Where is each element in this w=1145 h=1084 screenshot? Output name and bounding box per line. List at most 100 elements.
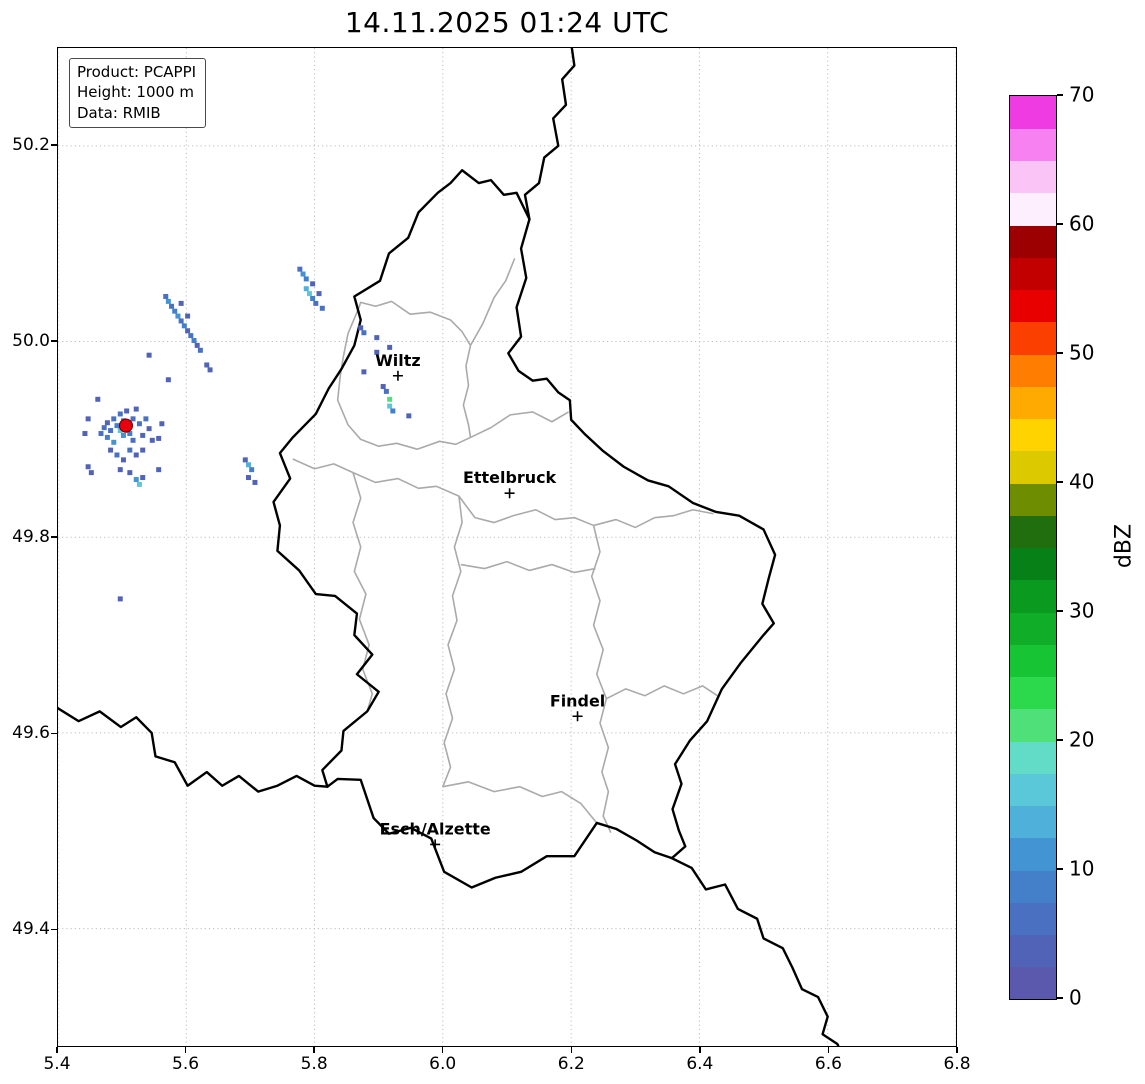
radar-echo-pixel [140,432,146,438]
y-tick-mark [51,144,57,146]
city-esch-alzette: Esch/Alzette [380,819,491,850]
x-tick-label: 6.0 [429,1054,457,1074]
colorbar-tick-mark [1057,481,1063,483]
colorbar [1009,95,1057,1000]
radar-echo-pixel [319,305,325,311]
radar-echo-pixel [303,276,309,282]
radar-echo-pixel [178,300,184,306]
colorbar-segment [1010,450,1056,484]
map-canvas: Wiltz Ettelbruck Findel Esch/Alzette [58,48,956,1046]
radar-echo-pixel [124,408,130,414]
region-border [469,258,516,346]
radar-echo-pixel [120,457,126,463]
radar-echo-pixel [98,431,104,437]
radar-echo-pixel [300,271,306,277]
x-tick-label: 6.8 [943,1054,971,1074]
y-tick-mark [51,536,57,538]
colorbar-tick-label: 60 [1069,211,1095,236]
radar-echo-pixel [88,470,94,476]
radar-echo-pixel [387,396,393,402]
region-border [590,525,612,834]
radar-echo-pixel [117,467,123,473]
radar-echo-pixel [156,467,162,473]
colorbar-segment [1010,805,1056,839]
radar-echo-pixel [316,291,322,297]
radar-echo-pixel [390,408,396,414]
radar-echo-pixel [108,428,114,434]
city-plus-marker [430,839,441,850]
country-border [670,856,840,1046]
x-tick-mark [827,1047,830,1053]
radar-echo-pixel [82,431,88,437]
colorbar-segment [1010,612,1056,645]
radar-echo-pixel [207,367,213,373]
colorbar-label: dBZ [1111,523,1137,569]
radar-echo-pixel [163,294,169,299]
radar-echo-pixel [245,462,251,468]
radar-echo-pixel [387,344,393,350]
colorbar-segment [1010,128,1056,162]
colorbar-tick-label: 0 [1069,985,1082,1010]
radar-echo-pixel [361,369,367,375]
radar-echo-pixel [159,421,165,427]
radar-echo-pixel [165,298,171,304]
colorbar-segment [1010,676,1056,710]
radar-echo-pixel [374,335,380,341]
colorbar-tick-label: 20 [1069,727,1095,752]
info-line-data: Data: RMIB [77,103,161,122]
colorbar-segment [1010,547,1056,581]
radar-echo-pixel [156,435,162,441]
city-label: Findel [550,691,605,710]
colorbar-segment [1010,192,1056,226]
y-tick-label: 49.4 [12,919,50,940]
radar-echo-pixel [172,308,178,314]
radar-echo-pixel [252,479,258,485]
x-tick-mark [56,1047,58,1053]
colorbar-segment [1010,902,1056,936]
region-border [336,356,471,450]
radar-echo-pixel [169,303,175,309]
colorbar-segment [1010,354,1056,387]
x-tick-mark [570,1047,573,1053]
country-border [272,169,777,889]
colorbar-segment [1010,386,1056,420]
colorbar-tick-mark [1057,868,1063,870]
x-tick-label: 6.2 [557,1054,585,1074]
colorbar-segment [1010,225,1056,258]
radar-echo-pixel [114,423,120,429]
radar-echo-pixel [117,411,123,417]
city-plus-marker [572,711,583,722]
info-line-height: Height: 1000 m [77,83,194,102]
y-tick-label: 49.6 [12,723,50,744]
x-tick-label: 6.6 [814,1054,842,1074]
radar-echo-pixel [297,266,303,272]
region-border [470,411,569,439]
colorbar-tick-mark [1057,997,1063,999]
region-border [460,560,596,574]
region-border [606,685,718,700]
radar-echo-pixel [146,352,152,358]
x-tick-mark [313,1047,315,1053]
radar-echo-pixel [185,328,191,334]
radar-echo-pixel [303,286,309,292]
colorbar-segment [1010,483,1056,516]
region-border [292,458,714,529]
colorbar-segment [1010,418,1056,452]
radar-echo-pixel [306,291,312,297]
radar-echo-pixel [310,296,316,301]
city-wiltz: Wiltz [375,351,421,381]
radar-echo-pixel [313,300,319,306]
radar-echo-pixel [95,396,101,402]
colorbar-tick-mark [1057,94,1063,96]
x-tick-mark [441,1047,444,1053]
colorbar-segment [1010,96,1056,129]
radar-echo-pixel [185,313,191,319]
region-border [357,300,472,346]
colorbar-segment [1010,837,1056,871]
colorbar-tick-label: 40 [1069,469,1095,494]
colorbar-tick-mark [1057,223,1063,225]
y-tick-label: 50.0 [12,331,50,352]
y-tick-mark [51,340,57,342]
radar-echo-pixel [204,362,210,368]
